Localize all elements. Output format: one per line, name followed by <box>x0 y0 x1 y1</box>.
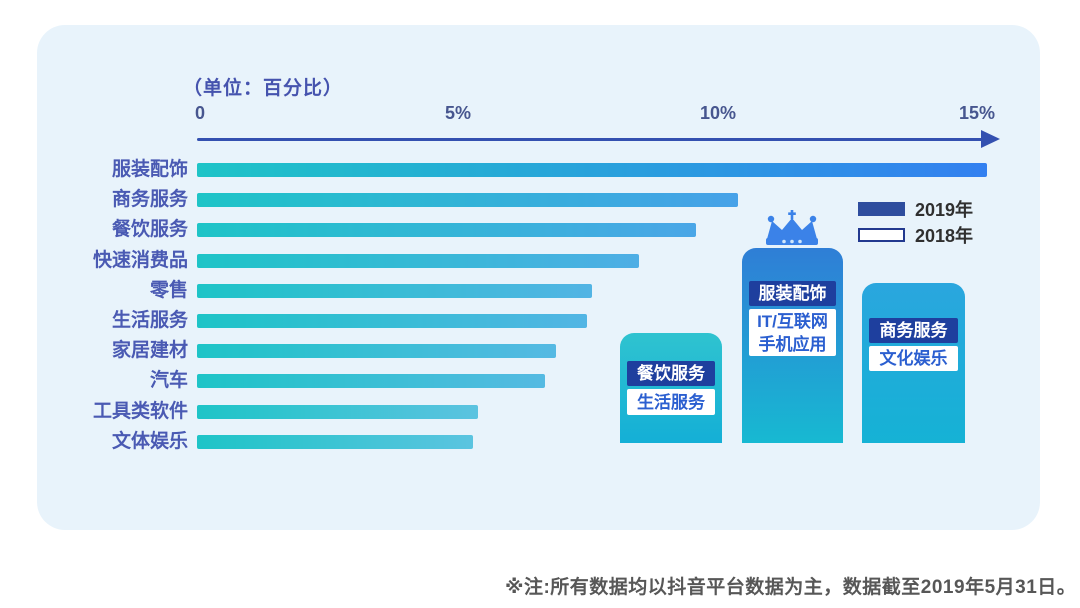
bar <box>197 253 639 268</box>
bar <box>197 374 546 389</box>
bar-category-label: 家居建材 <box>111 340 188 362</box>
chart-panel: （单位：百分比） 0 5% 10% 15% 服装配饰 商务服务 餐饮服务 快速消费品零… <box>37 25 1040 530</box>
crown-icon <box>766 210 818 245</box>
legend-label: 2018年 <box>915 226 974 246</box>
legend-swatch-outline <box>858 228 905 242</box>
bars-area: 服装配饰 商务服务 餐饮服务 快速消费品 零售 生活服务 家居建材 汽车 工具类软件 文体娱乐 <box>37 25 1040 530</box>
legend-item-2019: 2019年 <box>858 200 973 220</box>
bar-category-label: 生活服务 <box>111 310 188 331</box>
x-axis-tick-0: 0 <box>194 103 206 123</box>
bar-row: 生活服务 <box>37 310 1040 331</box>
bar-row: 快速消费品 <box>37 249 1040 271</box>
bar-row: 文体娱乐 <box>37 430 1040 452</box>
x-axis-line <box>197 138 983 141</box>
bar <box>197 193 738 208</box>
bar-category-label: 餐饮服务 <box>111 219 188 241</box>
podium-sub-label-line2: 手机应用 <box>758 334 827 354</box>
legend-swatch-filled <box>858 202 905 216</box>
podium-sub-label: 文化娱乐 <box>869 346 958 371</box>
x-axis-arrow-icon <box>981 130 1000 148</box>
x-axis-tick-5: 5% <box>444 103 472 123</box>
bar <box>197 434 473 449</box>
bar-row: 家居建材 <box>37 340 1040 362</box>
podium-column-rank1: 服装配饰 IT/互联网 手机应用 <box>742 248 843 443</box>
legend: 2019年 2018年 <box>858 200 973 252</box>
bar <box>197 223 697 238</box>
bar <box>197 163 988 177</box>
legend-item-2018: 2018年 <box>858 226 973 246</box>
x-axis-tick-15: 15% <box>958 103 996 123</box>
bar <box>197 314 587 328</box>
bar-row: 零售 <box>37 279 1040 301</box>
podium-sub-label: 生活服务 <box>627 389 715 415</box>
bar-row: 工具类软件 <box>37 400 1040 422</box>
x-axis-tick-10: 10% <box>699 103 737 123</box>
footer-note: ※注:所有数据均以抖音平台数据为主，数据截至2019年5月31日。 <box>505 577 1077 598</box>
podium-main-label: 商务服务 <box>869 318 958 343</box>
podium-column-rank2: 餐饮服务 生活服务 <box>620 333 722 443</box>
bar-category-label: 汽车 <box>149 370 188 392</box>
bar-row: 商务服务 <box>37 189 1040 211</box>
bar-row: 餐饮服务 <box>37 219 1040 241</box>
podium-sub-label: IT/互联网 手机应用 <box>749 309 836 356</box>
bar-row: 汽车 <box>37 370 1040 392</box>
bar <box>197 404 478 419</box>
podium-main-label: 服装配饰 <box>749 281 836 306</box>
bar-category-label: 工具类软件 <box>92 400 188 422</box>
bar <box>197 344 556 359</box>
bar-category-label: 商务服务 <box>111 189 188 211</box>
chart-unit-title: （单位：百分比） <box>183 78 344 99</box>
bar-category-label: 零售 <box>149 279 188 301</box>
bar-category-label: 文体娱乐 <box>111 430 188 452</box>
podium-main-label: 餐饮服务 <box>627 361 715 386</box>
legend-label: 2019年 <box>915 200 974 220</box>
bar-category-label: 快速消费品 <box>92 249 188 271</box>
podium-column-rank3: 商务服务 文化娱乐 <box>862 283 965 443</box>
bar-category-label: 服装配饰 <box>111 159 188 180</box>
podium-sub-label-line1: IT/互联网 <box>757 311 828 331</box>
bar <box>197 283 593 298</box>
bar-row: 服装配饰 <box>37 159 1040 180</box>
